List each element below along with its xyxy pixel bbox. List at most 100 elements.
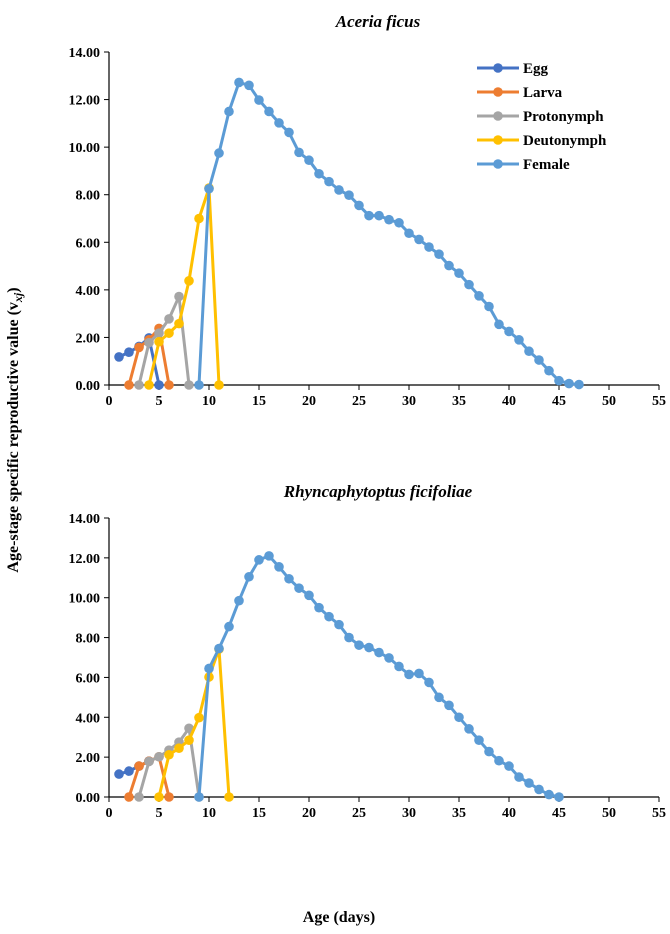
data-point-female bbox=[224, 621, 234, 632]
data-point-female bbox=[404, 669, 414, 680]
data-point-egg bbox=[124, 766, 134, 776]
data-point-female bbox=[434, 249, 444, 259]
data-point-female bbox=[394, 661, 404, 672]
x-tick-label: 50 bbox=[602, 394, 616, 409]
data-point-female bbox=[484, 301, 494, 312]
data-point-female bbox=[474, 735, 484, 746]
data-point-protonymph bbox=[184, 380, 194, 390]
data-point-deutonymph bbox=[174, 743, 184, 753]
data-point-female bbox=[474, 291, 484, 301]
data-point-egg bbox=[114, 769, 124, 779]
data-point-deutonymph bbox=[224, 792, 234, 802]
data-point-female bbox=[264, 551, 274, 561]
data-point-female bbox=[494, 755, 504, 766]
y-tick-label: 12.00 bbox=[69, 94, 101, 109]
series-deutonymph bbox=[144, 183, 224, 390]
data-point-female bbox=[434, 692, 444, 703]
x-tick-label: 45 bbox=[552, 394, 566, 409]
x-tick-label: 15 bbox=[252, 394, 266, 409]
data-point-female bbox=[504, 326, 514, 337]
panel-aceria-ficus: Aceria ficus 0.00 2.00 4.00 6.00 8.00 10.00 12.… bbox=[69, 12, 667, 409]
data-point-female bbox=[324, 176, 334, 187]
data-point-deutonymph bbox=[164, 749, 174, 760]
legend-swatch-marker bbox=[493, 159, 503, 169]
legend-swatch-marker bbox=[493, 135, 503, 145]
x-tick-label: 40 bbox=[502, 394, 516, 409]
x-tick-label: 30 bbox=[402, 806, 416, 821]
data-point-female bbox=[284, 573, 294, 584]
y-tick-label: 6.00 bbox=[76, 671, 101, 686]
data-point-female bbox=[554, 792, 564, 802]
series-female bbox=[194, 77, 584, 390]
data-point-female bbox=[384, 214, 394, 225]
data-point-deutonymph bbox=[174, 318, 184, 329]
data-point-female bbox=[454, 712, 464, 723]
data-point-deutonymph bbox=[144, 380, 154, 390]
legend: Egg Larva Protonymph Deutonymph Female bbox=[477, 61, 607, 173]
data-point-female bbox=[524, 346, 534, 357]
series-line-deutonymph bbox=[157, 647, 231, 798]
data-point-female bbox=[414, 234, 424, 245]
data-point-female bbox=[464, 279, 474, 290]
x-tick-label: 0 bbox=[106, 806, 113, 821]
y-tick-label: 2.00 bbox=[76, 331, 101, 346]
data-point-protonymph bbox=[134, 380, 144, 390]
data-point-larva bbox=[164, 792, 174, 802]
data-point-female bbox=[524, 778, 534, 788]
data-point-female bbox=[394, 217, 404, 228]
data-point-deutonymph bbox=[154, 336, 164, 347]
x-tick-label: 30 bbox=[402, 394, 416, 409]
y-tick-label: 8.00 bbox=[76, 189, 101, 204]
data-point-female bbox=[254, 95, 264, 105]
legend-item-deutonymph: Deutonymph bbox=[477, 133, 607, 149]
data-point-female bbox=[444, 700, 454, 711]
data-point-larva bbox=[124, 380, 134, 390]
x-tick-label: 0 bbox=[106, 394, 113, 409]
series-line-female bbox=[197, 554, 560, 799]
panel-title: Aceria ficus bbox=[335, 12, 421, 31]
data-point-female bbox=[544, 789, 554, 800]
x-tick-label: 25 bbox=[352, 394, 366, 409]
data-point-female bbox=[484, 746, 494, 757]
data-point-female bbox=[334, 185, 344, 195]
data-point-female bbox=[284, 127, 294, 138]
series-protonymph bbox=[134, 291, 194, 390]
legend-item-protonymph: Protonymph bbox=[477, 109, 604, 125]
data-point-protonymph bbox=[154, 751, 164, 762]
panel-rhyncaphytoptus-ficifoliae: Rhyncaphytoptus ficifoliae 0.00 2.00 4.00 6.… bbox=[69, 482, 667, 821]
data-point-female bbox=[364, 210, 374, 221]
data-point-protonymph bbox=[134, 792, 144, 802]
data-point-egg bbox=[154, 380, 164, 390]
data-point-female bbox=[344, 632, 354, 643]
data-point-deutonymph bbox=[184, 276, 194, 286]
y-tick-label: 4.00 bbox=[76, 284, 101, 299]
data-point-female bbox=[194, 380, 204, 390]
data-point-female bbox=[214, 148, 224, 158]
data-point-female bbox=[244, 80, 254, 91]
y-tick-label: 0.00 bbox=[76, 791, 101, 806]
x-tick-label: 35 bbox=[452, 806, 466, 821]
data-point-deutonymph bbox=[194, 213, 204, 224]
x-tick-label: 10 bbox=[202, 806, 216, 821]
x-tick-label: 55 bbox=[652, 394, 666, 409]
data-point-deutonymph bbox=[194, 712, 204, 723]
y-tick-label: 12.00 bbox=[69, 552, 101, 567]
y-axis-label-subscript: xj bbox=[11, 292, 25, 303]
data-point-female bbox=[554, 375, 564, 386]
legend-item-egg: Egg bbox=[477, 61, 549, 77]
data-point-female bbox=[374, 210, 384, 221]
data-point-protonymph bbox=[174, 291, 184, 302]
legend-item-larva: Larva bbox=[477, 85, 563, 101]
data-point-female bbox=[234, 595, 244, 606]
data-point-female bbox=[504, 761, 514, 771]
series-protonymph bbox=[134, 723, 204, 802]
data-point-protonymph bbox=[154, 328, 164, 338]
y-tick-label: 4.00 bbox=[76, 711, 101, 726]
y-axis-label: Age-stage specific reproductive value (v… bbox=[5, 287, 25, 572]
x-tick-label: 40 bbox=[502, 806, 516, 821]
legend-swatch-marker bbox=[493, 111, 503, 121]
data-point-protonymph bbox=[144, 756, 154, 767]
legend-label: Larva bbox=[523, 85, 563, 101]
data-point-female bbox=[344, 190, 354, 200]
data-point-female bbox=[534, 355, 544, 365]
